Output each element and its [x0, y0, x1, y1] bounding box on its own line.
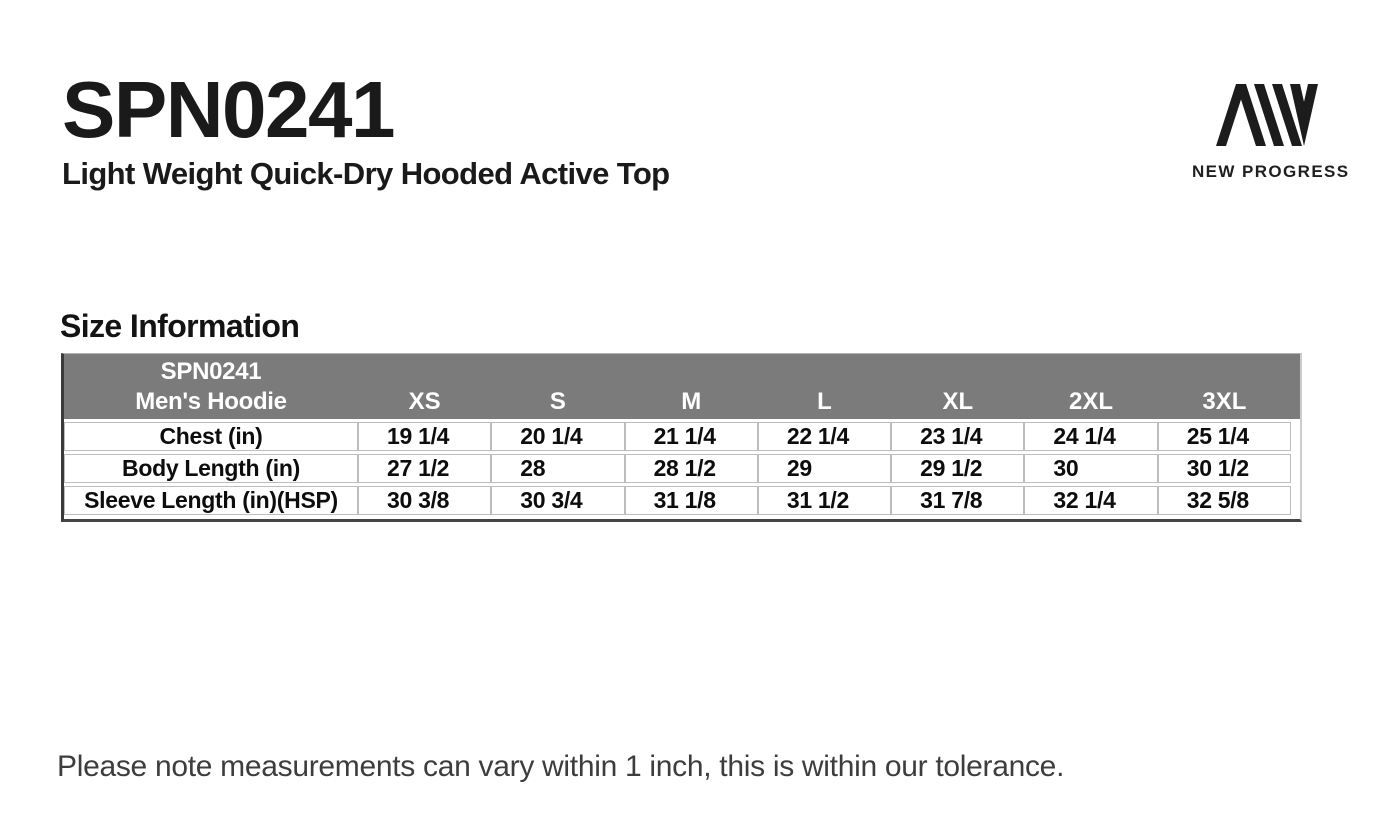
- measurement-value-cell: 30 1/2: [1157, 454, 1291, 483]
- measurement-value-cell: 31 7/8: [891, 486, 1025, 515]
- product-header: SPN0241 Light Weight Quick-Dry Hooded Ac…: [62, 70, 670, 192]
- measurement-value-cell: 19 1/4: [358, 422, 492, 451]
- size-table: SPN0241 Men's Hoodie XS S M L XL 2XL 3XL Chest…: [61, 353, 1302, 522]
- measurement-value-cell: 24 1/4: [1024, 422, 1158, 451]
- measurement-row-label: Sleeve Length (in)(HSP): [64, 486, 358, 515]
- measurement-value-cell: 29 1/2: [891, 454, 1025, 483]
- size-table-row: Sleeve Length (in)(HSP) 30 3/8 30 3/4 31 1/…: [64, 486, 1291, 515]
- measurement-value-cell: 31 1/2: [757, 486, 892, 515]
- size-table-row: Body Length (in) 27 1/2 28 28 1/2 29 29 1/2 30…: [64, 454, 1291, 483]
- section-title: Size Information: [60, 308, 300, 344]
- measurement-value-cell: 23 1/4: [891, 422, 1025, 451]
- size-table-body: Chest (in) 19 1/4 20 1/4 21 1/4 22 1/4 23 1/4…: [64, 419, 1300, 519]
- measurement-value-cell: 28: [491, 454, 625, 483]
- measurement-row-label: Chest (in): [64, 422, 358, 451]
- size-table-header: SPN0241 Men's Hoodie XS S M L XL 2XL 3XL: [64, 354, 1300, 419]
- size-column-header: 3XL: [1202, 388, 1247, 415]
- measurement-value-cell: 31 1/8: [624, 486, 758, 515]
- measurement-value-cell: 30: [1024, 454, 1158, 483]
- measurement-row-label: Body Length (in): [64, 454, 358, 483]
- measurement-value-cell: 27 1/2: [358, 454, 492, 483]
- size-column-header: S: [549, 388, 566, 415]
- brand-logo: NEW PROGRESS: [1192, 84, 1350, 182]
- measurement-value-cell: 32 5/8: [1157, 486, 1291, 515]
- product-code: SPN0241: [62, 65, 395, 154]
- measurement-value-cell: 21 1/4: [624, 422, 758, 451]
- measurement-value-cell: 25 1/4: [1157, 422, 1291, 451]
- table-product-type: Men's Hoodie: [135, 388, 287, 415]
- size-column-header: L: [817, 388, 832, 415]
- size-column-header: M: [681, 388, 702, 415]
- measurement-value-cell: 29: [757, 454, 892, 483]
- measurement-value-cell: 22 1/4: [757, 422, 892, 451]
- table-product-code: SPN0241: [160, 358, 262, 385]
- brand-name: NEW PROGRESS: [1192, 162, 1350, 181]
- size-column-header: XL: [942, 388, 974, 415]
- size-column-header: 2XL: [1069, 388, 1114, 415]
- size-table-product-header: SPN0241 Men's Hoodie: [64, 354, 358, 419]
- measurement-value-cell: 20 1/4: [491, 422, 625, 451]
- measurement-value-cell: 28 1/2: [624, 454, 758, 483]
- product-name: Light Weight Quick-Dry Hooded Active Top: [62, 156, 670, 191]
- tolerance-note: Please note measurements can vary within…: [57, 750, 1065, 783]
- new-progress-logo-icon: [1216, 84, 1318, 146]
- measurement-value-cell: 30 3/8: [358, 486, 492, 515]
- size-column-header: XS: [408, 388, 441, 415]
- size-table-row: Chest (in) 19 1/4 20 1/4 21 1/4 22 1/4 23 1/4…: [64, 422, 1291, 451]
- measurement-value-cell: 30 3/4: [491, 486, 625, 515]
- measurement-value-cell: 32 1/4: [1024, 486, 1158, 515]
